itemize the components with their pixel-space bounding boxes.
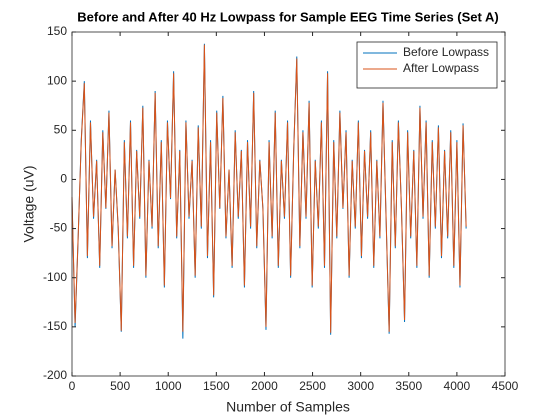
legend-label: Before Lowpass [403,45,489,59]
y-tick-label: 100 [47,73,67,87]
x-tick-label: 4500 [492,379,519,393]
legend-box [356,41,498,89]
x-tick-label: 3000 [347,379,374,393]
y-tick-label: -100 [43,270,67,284]
x-tick-label: 4000 [444,379,471,393]
x-tick-label: 2500 [299,379,326,393]
y-tick-label: 50 [54,122,68,136]
y-axis-label: Voltage (uV) [21,165,37,242]
y-tick-label: -200 [43,368,67,382]
x-tick-label: 1000 [155,379,182,393]
x-tick-label: 500 [110,379,130,393]
y-tick-label: 0 [60,172,67,186]
x-tick-label: 2000 [251,379,278,393]
x-tick-label: 3500 [395,379,422,393]
x-tick-label: 1500 [203,379,230,393]
y-tick-label: 150 [47,24,67,38]
chart-title: Before and After 40 Hz Lowpass for Sampl… [77,9,498,24]
y-tick-label: -150 [43,319,67,333]
x-tick-label: 0 [69,379,76,393]
series-line [71,44,467,333]
legend-label: After Lowpass [403,61,479,75]
plot-frame [71,31,506,377]
y-tick-label: -50 [50,221,68,235]
x-axis-label: Number of Samples [226,399,350,415]
